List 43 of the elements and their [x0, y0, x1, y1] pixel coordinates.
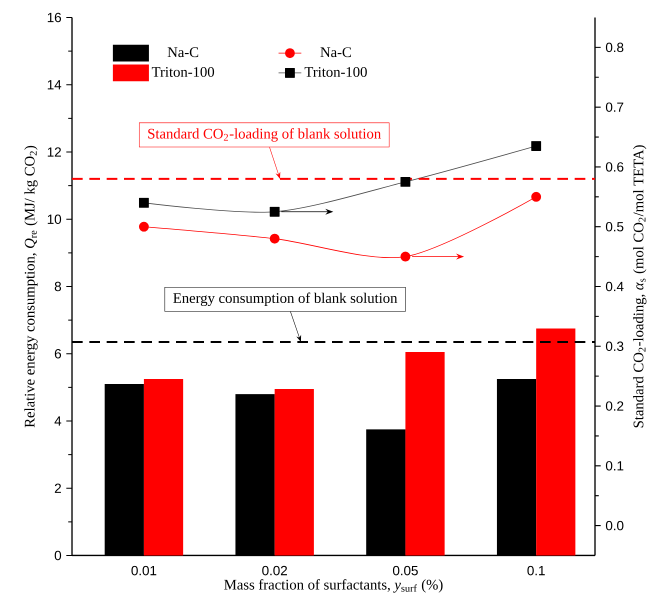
y2-axis-title: Standard CO$_{2}$-loading, α$_{s}$ (mol CO$_{2}$/mol TETA)	[633, 145, 646, 428]
y2-tick-label: 0.6	[606, 162, 624, 172]
legend-label: Triton-100	[304, 67, 367, 77]
y2-tick-label: 0.0	[606, 520, 624, 530]
point	[400, 176, 410, 187]
y2-tick-label: 0.4	[606, 282, 624, 292]
point	[138, 222, 149, 232]
x-tick-label: 0.01	[131, 566, 156, 576]
y-tick-label: 8	[54, 282, 62, 292]
ref-line-label: Energy consumption of blank solution	[173, 292, 398, 306]
y-tick-label: 16	[48, 12, 62, 22]
bar	[405, 352, 445, 556]
y-tick-label: 0	[54, 550, 62, 560]
ref-line-label: Standard CO$_{2}$-loading of blank solution	[148, 128, 381, 142]
y2-tick-label: 0.8	[606, 42, 624, 52]
point	[138, 198, 149, 208]
point	[400, 252, 410, 262]
x-tick-label: 0.02	[262, 566, 287, 576]
y-tick-label: 10	[48, 214, 62, 224]
legend-label: Na-C	[168, 47, 198, 58]
y2-tick-label: 0.7	[606, 102, 624, 112]
point	[531, 192, 542, 202]
point	[270, 206, 280, 217]
bar	[536, 328, 576, 556]
x-axis-title: Mass fraction of surfactants, y$_{surf}$ (%)	[224, 579, 443, 593]
y-tick-label: 6	[54, 349, 62, 358]
y-tick-label: 12	[48, 147, 61, 157]
point	[270, 234, 280, 244]
y-axis-title: Relative energy consumption, Q$_{re}$ (MJ/ kg CO$_{2}$)	[24, 146, 38, 428]
legend-label: Triton-100	[152, 67, 214, 77]
y-tick-label: 4	[54, 416, 62, 426]
bar	[144, 378, 184, 556]
y-tick-label: 14	[48, 80, 62, 90]
y2-tick-label: 0.5	[606, 222, 624, 232]
y2-tick-label: 0.2	[606, 401, 624, 411]
y2-tick-label: 0.1	[606, 461, 624, 471]
legend-label: Na-C	[320, 47, 351, 58]
y-tick-label: 2	[54, 484, 61, 493]
x-tick-label: 0.1	[527, 566, 545, 576]
x-tick-label: 0.05	[392, 566, 418, 576]
bar	[274, 389, 314, 556]
point	[531, 141, 542, 151]
y2-tick-label: 0.3	[606, 342, 624, 351]
